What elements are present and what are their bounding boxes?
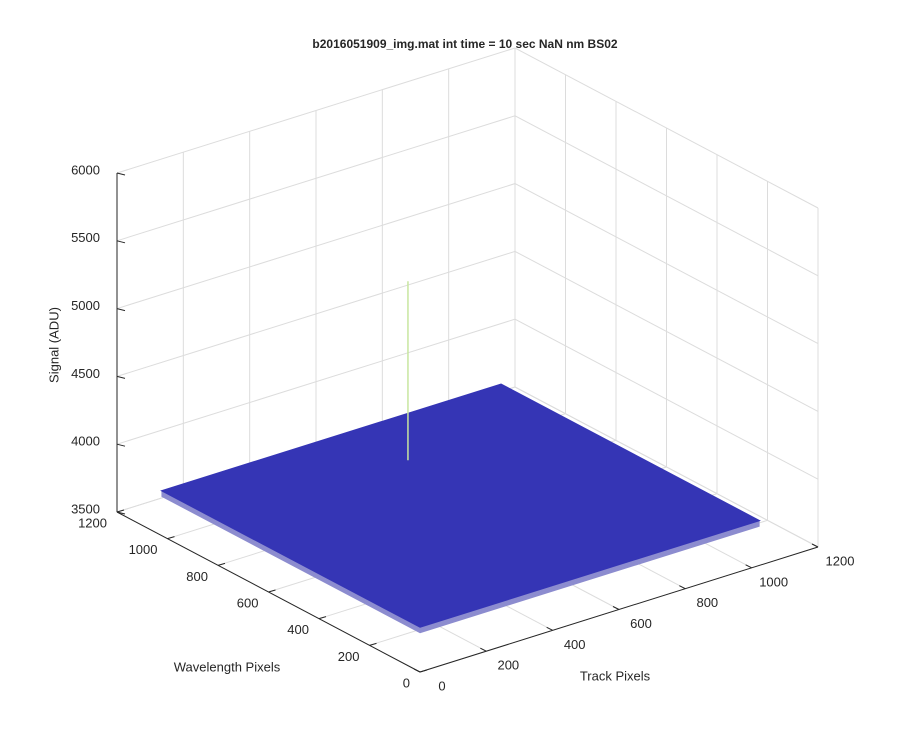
tick-mark (546, 626, 553, 631)
chart-title: b2016051909_img.mat int time = 10 sec Na… (312, 37, 617, 51)
x-tick-label: 200 (497, 658, 519, 673)
z-tick-label: 4500 (71, 366, 100, 381)
tick-mark (679, 585, 686, 590)
grid-line (116, 250, 819, 412)
tick-mark (413, 668, 421, 673)
grid-line (116, 47, 819, 209)
z-tick-label: 6000 (71, 162, 100, 177)
y-tick-label: 600 (237, 595, 259, 610)
x-tick-label: 1000 (759, 574, 788, 589)
y-tick-label: 1000 (129, 542, 158, 557)
y-tick-label: 1200 (78, 515, 107, 530)
y-axis-label: Wavelength Pixels (174, 659, 281, 674)
tick-mark (116, 172, 126, 176)
x-tick-label: 400 (564, 637, 586, 652)
x-axis-label: Track Pixels (580, 668, 651, 683)
tick-mark (268, 589, 276, 593)
tick-mark (116, 509, 125, 513)
z-tick-label: 5500 (71, 230, 100, 245)
tick-mark (745, 564, 752, 569)
y-tick-label: 800 (186, 569, 208, 584)
grid-line (116, 115, 819, 277)
tick-mark (116, 375, 126, 379)
grid-line (116, 318, 819, 480)
tick-mark (480, 647, 487, 652)
tick-mark (116, 240, 126, 244)
tick-mark (116, 443, 126, 447)
tick-mark (116, 308, 126, 312)
y-tick-label: 200 (338, 649, 360, 664)
x-tick-label: 0 (438, 678, 445, 693)
grid-line (116, 183, 819, 345)
tick-mark (419, 669, 428, 673)
surface-edge (161, 490, 760, 634)
x-tick-label: 800 (696, 595, 718, 610)
z-tick-label: 3500 (71, 501, 100, 516)
tick-mark (318, 616, 327, 620)
tick-mark (612, 606, 620, 610)
tick-mark (217, 562, 226, 566)
z-tick-label: 4000 (71, 434, 100, 449)
y-tick-label: 400 (287, 622, 309, 637)
tick-mark (116, 511, 126, 515)
z-tick-label: 5000 (71, 298, 100, 313)
tick-mark (369, 642, 377, 646)
tick-mark (811, 543, 819, 548)
surface (160, 383, 761, 628)
x-tick-label: 1200 (826, 553, 855, 568)
x-tick-label: 600 (630, 616, 652, 631)
z-axis-label: Signal (ADU) (46, 307, 61, 383)
tick-mark (167, 536, 175, 540)
y-tick-label: 0 (403, 675, 410, 690)
